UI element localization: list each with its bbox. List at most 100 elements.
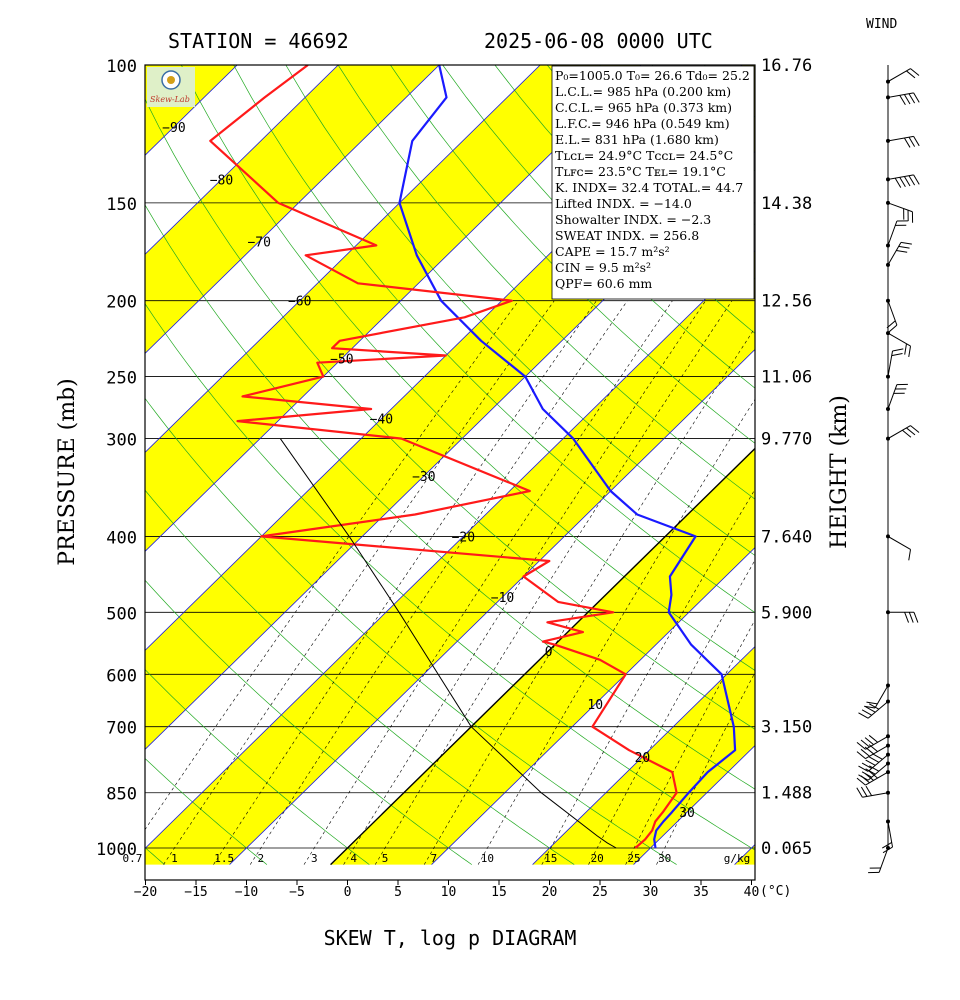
- wind-barb-feather: [913, 136, 920, 147]
- wind-barb-feather: [856, 777, 866, 786]
- x-tick-label: 35: [693, 885, 709, 900]
- station-logo: Skew-Lab: [147, 67, 195, 107]
- wind-barb-feather: [898, 245, 910, 249]
- wind-barb-feather: [906, 70, 916, 79]
- wind-barb-feather: [860, 786, 868, 797]
- info-line: CIN = 9.5 m²s²: [555, 260, 651, 275]
- wind-barb-feather: [900, 241, 912, 245]
- wind-barb-feather: [858, 712, 869, 719]
- wind-barb-feather: [861, 762, 872, 769]
- dry-adiabat-line: [233, 65, 755, 614]
- x-tick-label: 0: [344, 885, 352, 900]
- x-tick-label: 25: [592, 885, 608, 900]
- wind-barb-feather: [886, 320, 896, 329]
- isotherm-label: 0: [545, 645, 553, 660]
- wind-barb-shaft: [887, 350, 894, 377]
- pressure-tick-label: 500: [106, 604, 137, 624]
- pressure-tick-label: 100: [106, 57, 137, 77]
- x-tick-label: −20: [134, 885, 157, 900]
- height-tick-label: 1.488: [761, 784, 812, 804]
- wind-barb-feather: [903, 137, 911, 148]
- wind-barb-feather: [899, 95, 906, 106]
- dry-adiabat-line: [756, 65, 960, 865]
- y-axis-title: PRESSURE (mb): [55, 378, 80, 565]
- pressure-tick-label: 150: [106, 195, 137, 215]
- isotherm-label: 20: [635, 751, 651, 766]
- info-line: QPF= 60.6 mm: [555, 276, 652, 291]
- x-tick-label: −5: [289, 885, 305, 900]
- mixing-ratio-line: [249, 300, 628, 865]
- wind-barb-feather: [856, 787, 863, 798]
- mixing-ratio-label: 1.5: [214, 852, 234, 865]
- wind-barb-feather: [864, 705, 876, 709]
- mixing-ratio-label: 25: [627, 852, 640, 865]
- wind-barb-feather: [865, 759, 876, 766]
- mixing-ratio-label: 2: [258, 852, 265, 865]
- info-line: L.F.C.= 946 hPa (0.549 km): [555, 116, 730, 131]
- wind-barb-feather: [868, 770, 878, 779]
- isotherm-label: −80: [210, 173, 233, 188]
- isotherm-label: 10: [587, 698, 603, 713]
- isotherm-label: −20: [452, 530, 475, 545]
- x-tick-label: 30: [643, 885, 659, 900]
- isotherm-line: [532, 645, 755, 865]
- logo-emblem-core-icon: [167, 76, 175, 84]
- wind-barb-feather: [860, 739, 870, 748]
- wind-barb-shaft: [887, 425, 911, 440]
- isotherm-line: [145, 65, 339, 255]
- dry-adiabat-line: [145, 303, 755, 851]
- wind-barb-feather: [868, 744, 878, 752]
- wind-barb-shaft: [878, 847, 889, 873]
- footer-title: SKEW T, log p DIAGRAM: [324, 926, 577, 950]
- sounding-series: [209, 65, 737, 849]
- pressure-tick-label: 700: [106, 719, 137, 739]
- temperature-line: [398, 65, 737, 849]
- height-tick-label: 9.770: [761, 430, 812, 450]
- isotherm-label: −30: [412, 470, 435, 485]
- wind-barb-feather: [865, 706, 876, 713]
- mixing-ratio-labels: 0.7 1 1.5 2 3 4 5 7 10 15 20 25 30 g/kg: [123, 852, 751, 865]
- mixing-ratio-line: [625, 619, 755, 865]
- pressure-tick-label: 1000: [96, 840, 137, 860]
- wind-barb-feather: [894, 177, 902, 188]
- wind-barb-feather: [868, 765, 880, 772]
- pressure-axis: 100 150 200 250 300 400 500 600 700 850 1000: [96, 57, 137, 860]
- wind-barb-feather: [908, 612, 914, 623]
- mixing-ratio-label: 30: [658, 852, 671, 865]
- pressure-tick-label: 850: [106, 785, 137, 805]
- info-box: [551, 65, 755, 300]
- dry-adiabat-line: [145, 579, 473, 865]
- isotherm-line: [145, 249, 755, 850]
- isotherm-line: [431, 546, 755, 865]
- temperature-bands: [145, 48, 960, 865]
- isotherm-label: −60: [288, 295, 311, 310]
- wind-barb-feather: [860, 748, 870, 757]
- wind-barb-feather: [858, 765, 869, 772]
- wind-barb-feather: [913, 92, 920, 103]
- wind-barb-feather: [868, 703, 880, 710]
- height-tick-label: 3.150: [761, 718, 812, 738]
- isotherm-label: −70: [247, 235, 270, 250]
- temperature-band: [937, 48, 960, 865]
- isotherm-line: [145, 65, 440, 354]
- temperature-axis: −20 −15 −10 −5 0 5 10 15 20 25 30 35 40: [134, 880, 759, 900]
- wind-barb-feather: [902, 429, 912, 438]
- wind-barb-feather: [910, 425, 920, 433]
- isotherm-label: −40: [370, 413, 393, 428]
- dry-adiabat-line: [285, 65, 755, 556]
- info-line: E.L.= 831 hPa (1.680 km): [555, 132, 719, 147]
- isotherm-line: [937, 48, 960, 865]
- wind-barb-feather: [864, 746, 874, 755]
- wind-barb-feather: [865, 768, 876, 775]
- wind-barb-shaft: [874, 685, 889, 709]
- mixing-ratio-line: [343, 300, 706, 865]
- wind-barb-shaft: [887, 202, 913, 213]
- wind-barb-feather: [908, 136, 916, 147]
- mixing-ratio-label: g/kg: [724, 852, 751, 865]
- wind-barb-feather: [896, 249, 908, 253]
- isobar-lines: [145, 65, 755, 849]
- wind-barb-feather: [892, 348, 904, 352]
- plot-frame: [144, 64, 756, 881]
- dry-adiabat-line: [0, 65, 62, 865]
